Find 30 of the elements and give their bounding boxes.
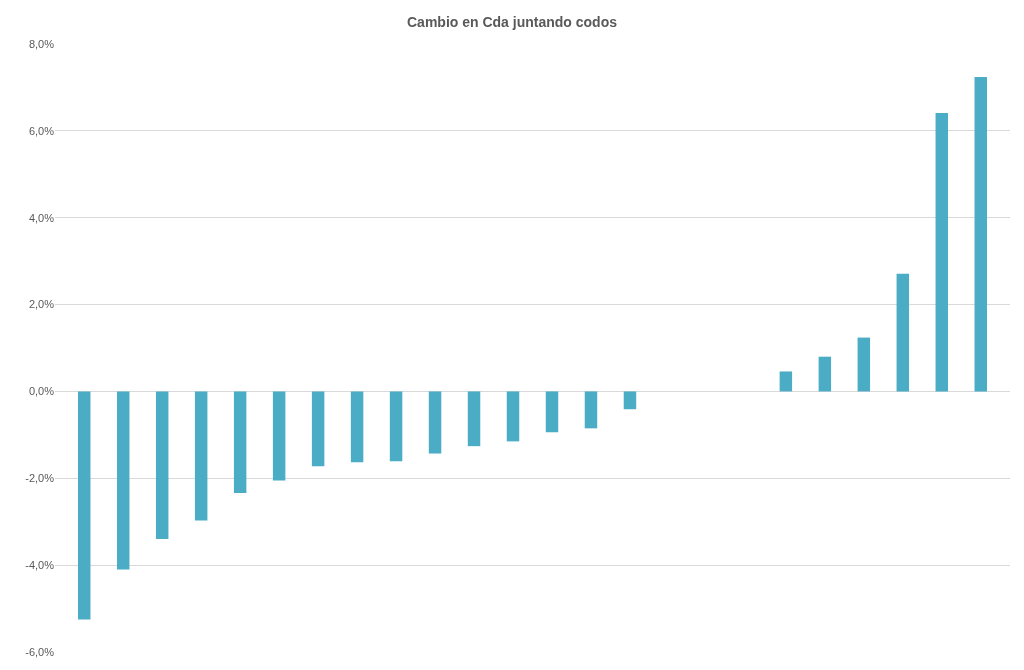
- y-tick-label: -6,0%: [25, 645, 55, 658]
- bar: [584, 391, 598, 429]
- bar: [194, 391, 208, 521]
- bar: [623, 391, 637, 410]
- y-tick-label: 0,0%: [28, 385, 55, 398]
- y-tick-label: 6,0%: [28, 124, 55, 137]
- bar: [116, 391, 130, 570]
- chart-title: Cambio en Cda juntando codos: [406, 13, 618, 30]
- bar: [350, 391, 364, 463]
- bar: [233, 391, 247, 494]
- bar: [506, 391, 520, 442]
- y-tick-label: 8,0%: [28, 37, 55, 50]
- bar: [467, 391, 481, 447]
- bar: [78, 391, 91, 620]
- bar: [311, 391, 325, 467]
- bar: [935, 113, 949, 392]
- bar: [779, 371, 793, 392]
- bar: [896, 273, 910, 392]
- y-tick-label: 4,0%: [28, 211, 55, 224]
- y-tick-label: -4,0%: [25, 558, 55, 571]
- bar: [272, 391, 286, 481]
- y-tick-label: -2,0%: [25, 472, 55, 485]
- bar: [155, 391, 169, 540]
- bar: [818, 356, 832, 392]
- bar: [545, 391, 559, 433]
- y-tick-label: 2,0%: [28, 298, 55, 311]
- bar: [857, 337, 871, 392]
- bar: [974, 77, 987, 392]
- bar: [428, 391, 442, 454]
- bar: [389, 391, 403, 462]
